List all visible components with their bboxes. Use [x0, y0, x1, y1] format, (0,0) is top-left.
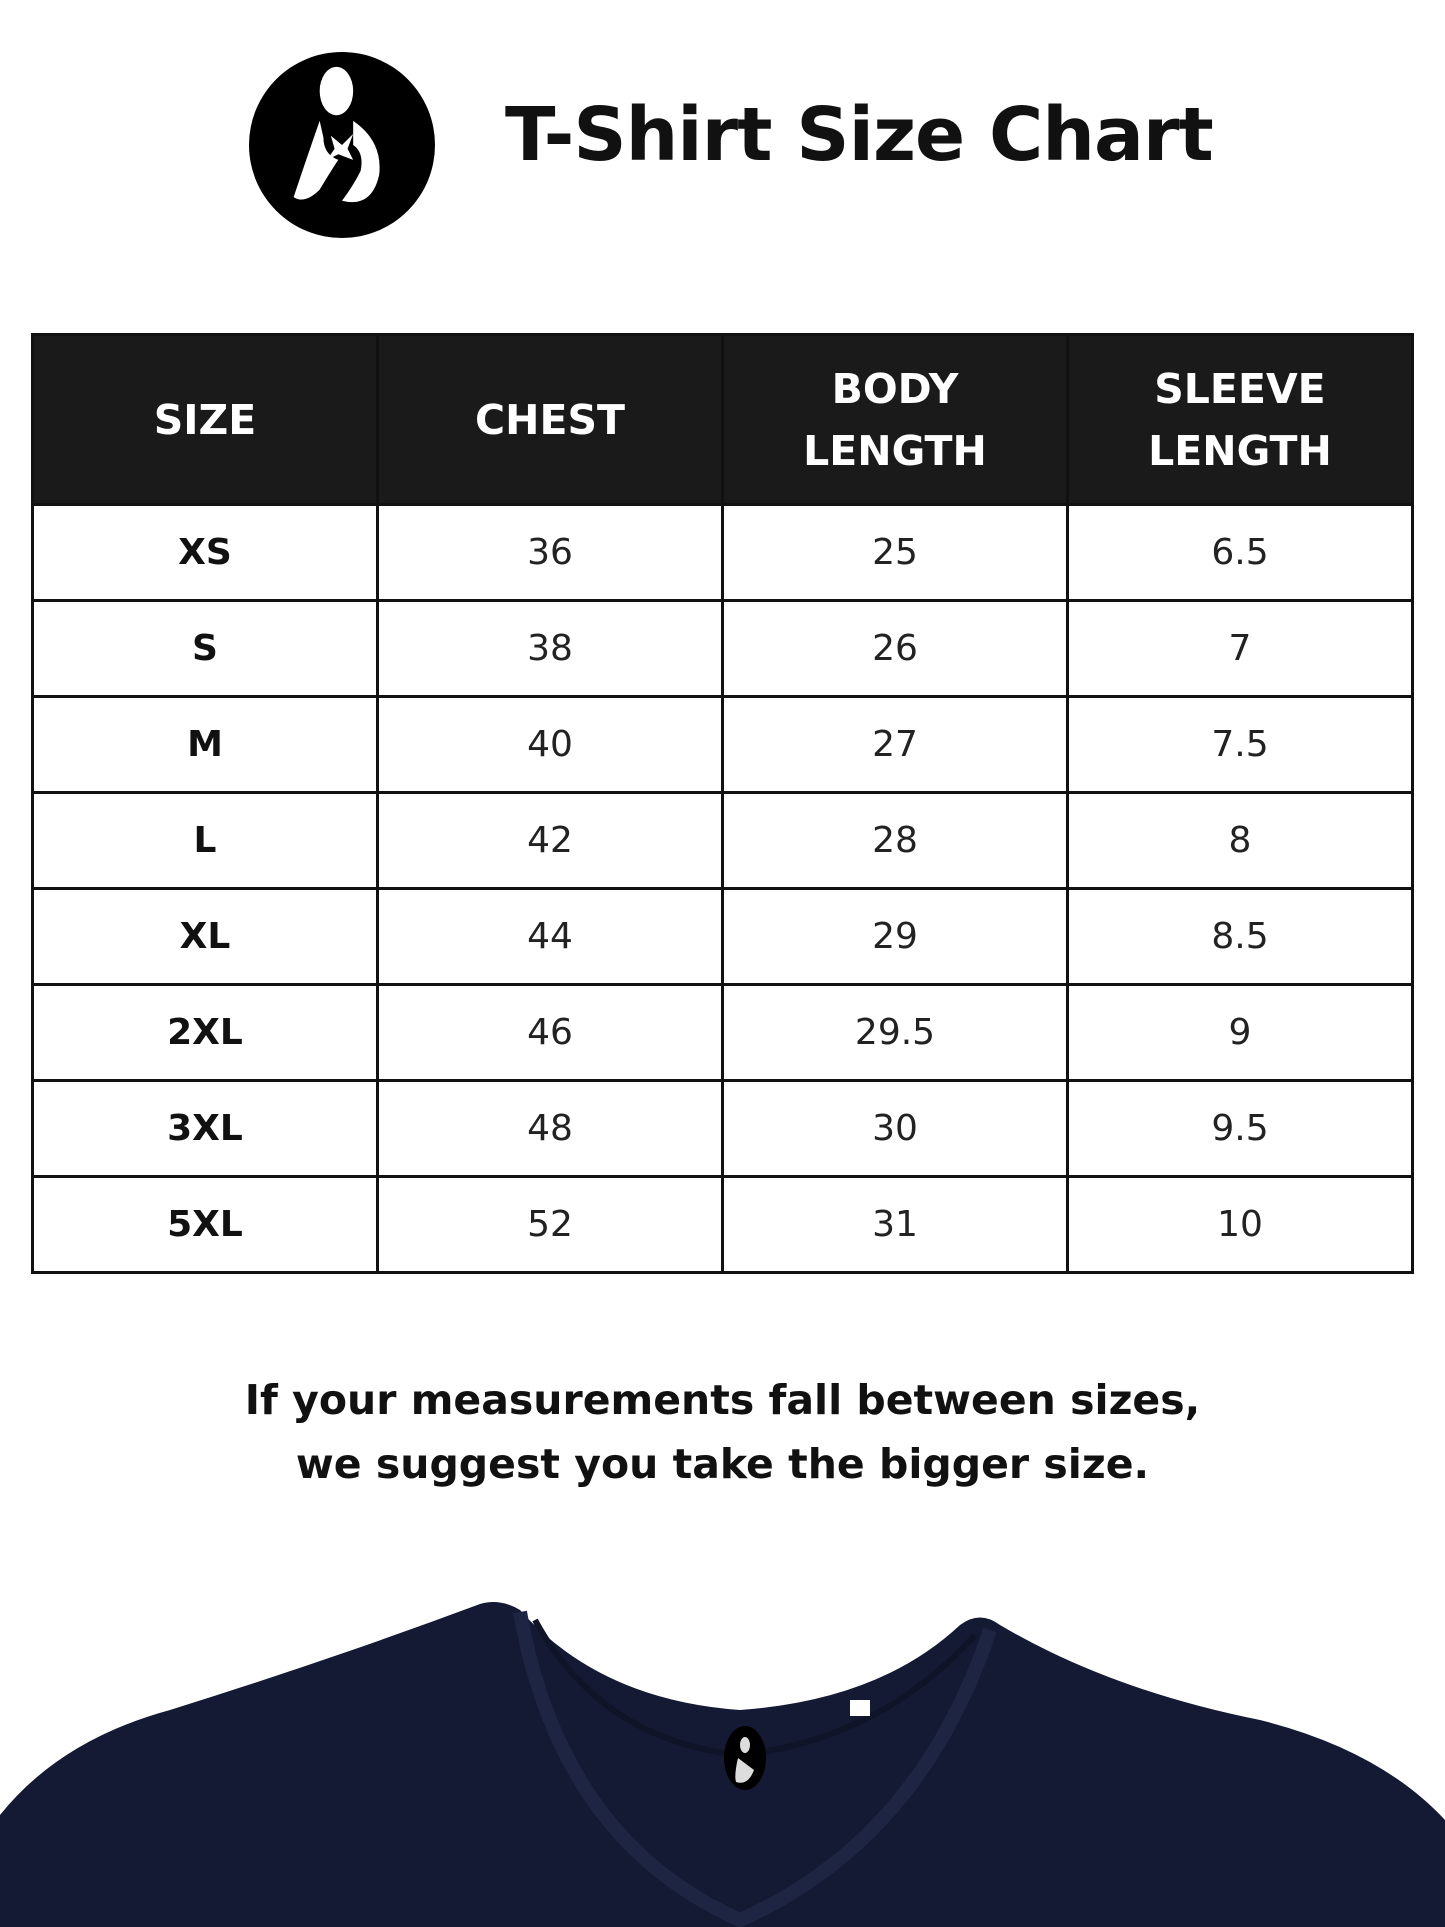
sizing-note: If your measurements fall between sizes,…	[0, 1368, 1445, 1496]
measurement-cell: 9	[1066, 983, 1414, 1082]
measurement-cell: 8	[1066, 791, 1414, 890]
measurement-cell: 25	[721, 503, 1069, 602]
measurement-cell: 38	[376, 599, 724, 698]
column-header-line: LENGTH	[803, 426, 987, 475]
measurement-cell: 27	[721, 695, 1069, 794]
tshirt-image	[0, 1602, 1445, 1927]
column-header-line: SLEEVE	[1154, 364, 1326, 413]
table-row: 2XL 46 29.5 9	[31, 983, 1414, 1082]
measurement-cell: 46	[376, 983, 724, 1082]
shirt-logo-icon	[724, 1726, 766, 1790]
column-header-line: CHEST	[475, 395, 625, 444]
measurement-cell: 28	[721, 791, 1069, 890]
measurement-cell: 26	[721, 599, 1069, 698]
measurement-cell: 31	[721, 1175, 1069, 1274]
measurement-cell: 7.5	[1066, 695, 1414, 794]
measurement-cell: 9.5	[1066, 1079, 1414, 1178]
size-cell: 2XL	[31, 983, 379, 1082]
measurement-cell: 10	[1066, 1175, 1414, 1274]
table-header-row: SIZE CHEST BODY LENGTH SLEEVE LENGTH	[31, 333, 1414, 506]
measurement-cell: 7	[1066, 599, 1414, 698]
measurement-cell: 52	[376, 1175, 724, 1274]
size-cell: L	[31, 791, 379, 890]
measurement-cell: 8.5	[1066, 887, 1414, 986]
column-header-line: LENGTH	[1148, 426, 1332, 475]
page-title: T-Shirt Size Chart	[505, 92, 1214, 178]
measurement-cell: 42	[376, 791, 724, 890]
column-header: SLEEVE LENGTH	[1066, 333, 1414, 506]
table-row: XS 36 25 6.5	[31, 503, 1414, 602]
shirt-tag	[850, 1700, 870, 1716]
column-header-line: SIZE	[153, 395, 257, 444]
sizing-note-line: we suggest you take the bigger size.	[295, 1440, 1150, 1488]
table-row: L 42 28 8	[31, 791, 1414, 890]
sizing-note-line: If your measurements fall between sizes,	[244, 1376, 1201, 1424]
size-cell: M	[31, 695, 379, 794]
measurement-cell: 30	[721, 1079, 1069, 1178]
mother-and-child-logo-icon	[249, 52, 435, 238]
size-cell: 5XL	[31, 1175, 379, 1274]
measurement-cell: 44	[376, 887, 724, 986]
table-row: S 38 26 7	[31, 599, 1414, 698]
measurement-cell: 40	[376, 695, 724, 794]
measurement-cell: 36	[376, 503, 724, 602]
table-row: M 40 27 7.5	[31, 695, 1414, 794]
size-cell: S	[31, 599, 379, 698]
column-header-line: BODY	[831, 364, 959, 413]
column-header: SIZE	[31, 333, 379, 506]
measurement-cell: 6.5	[1066, 503, 1414, 602]
table-row: XL 44 29 8.5	[31, 887, 1414, 986]
table-row: 3XL 48 30 9.5	[31, 1079, 1414, 1178]
size-cell: XS	[31, 503, 379, 602]
size-cell: 3XL	[31, 1079, 379, 1178]
column-header: BODY LENGTH	[721, 333, 1069, 506]
column-header: CHEST	[376, 333, 724, 506]
measurement-cell: 29.5	[721, 983, 1069, 1082]
size-chart-table: SIZE CHEST BODY LENGTH SLEEVE LENGTH XS 36 25 6.…	[31, 333, 1414, 1274]
measurement-cell: 48	[376, 1079, 724, 1178]
table-row: 5XL 52 31 10	[31, 1175, 1414, 1274]
measurement-cell: 29	[721, 887, 1069, 986]
size-cell: XL	[31, 887, 379, 986]
